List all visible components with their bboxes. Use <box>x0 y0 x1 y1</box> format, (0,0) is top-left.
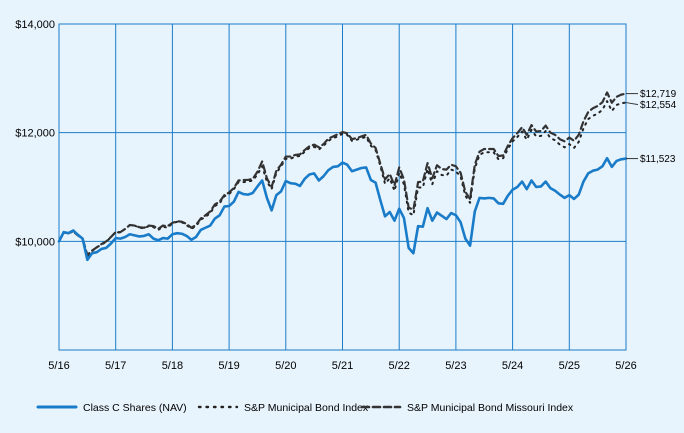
grid <box>58 23 627 351</box>
series-line-3 <box>57 91 628 257</box>
x-tick-label: 5/18 <box>162 360 183 372</box>
x-tick-label: 5/24 <box>502 360 523 372</box>
end-value-label: $11,523 <box>640 154 676 165</box>
x-tick-label: 5/20 <box>275 360 296 372</box>
end-value-labels: $12,719$12,554 $11,523 <box>625 89 677 165</box>
x-tick-label: 5/23 <box>445 360 466 372</box>
x-tick-label: 5/25 <box>559 360 580 372</box>
legend-label: S&P Municipal Bond Missouri Index <box>407 402 574 414</box>
y-tick-label: $10,000 <box>15 236 55 248</box>
y-tick-label: $14,000 <box>15 19 55 31</box>
x-tick-label: 5/17 <box>105 360 126 372</box>
x-axis-ticks: 5/16 5/17 5/18 5/19 5/20 5/21 5/22 5/23 5/24 5/25… <box>48 360 636 372</box>
x-tick-label: 5/16 <box>48 360 69 372</box>
legend: Class C Shares (NAV) S&P Municipal Bond I… <box>36 402 574 414</box>
x-tick-label: 5/22 <box>388 360 409 372</box>
x-tick-label: 5/26 <box>615 360 636 372</box>
end-label-leader <box>625 102 639 106</box>
legend-label: S&P Municipal Bond Index <box>244 402 369 414</box>
y-tick-label: $12,000 <box>15 128 55 140</box>
x-tick-label: 5/21 <box>332 360 353 372</box>
end-value-label: $12,554 <box>640 100 677 111</box>
series-line-1 <box>57 156 628 262</box>
x-tick-label: 5/19 <box>218 360 239 372</box>
legend-label: Class C Shares (NAV) <box>83 402 187 414</box>
end-value-label: $12,719 <box>640 89 677 100</box>
y-axis-ticks: $10,000 $12,000 $14,000 <box>15 19 55 248</box>
series-lines <box>57 91 628 262</box>
